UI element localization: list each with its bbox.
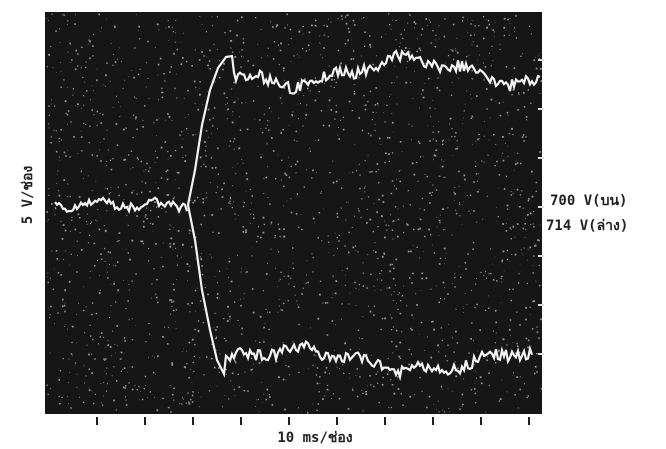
baseline-trace (54, 196, 189, 215)
upper-voltage-label: 700 V(บน) (550, 193, 627, 209)
traces (54, 48, 541, 382)
time-scale-label: 10 ms/ช่อง (277, 430, 352, 446)
lower-voltage-label: 714 V(ล่าง) (546, 218, 628, 234)
vertical-scale-label: 5 V/ช่อง (20, 166, 36, 225)
graticule-ticks (96, 59, 544, 425)
upper-trace (186, 48, 541, 206)
lower-trace (186, 204, 534, 382)
